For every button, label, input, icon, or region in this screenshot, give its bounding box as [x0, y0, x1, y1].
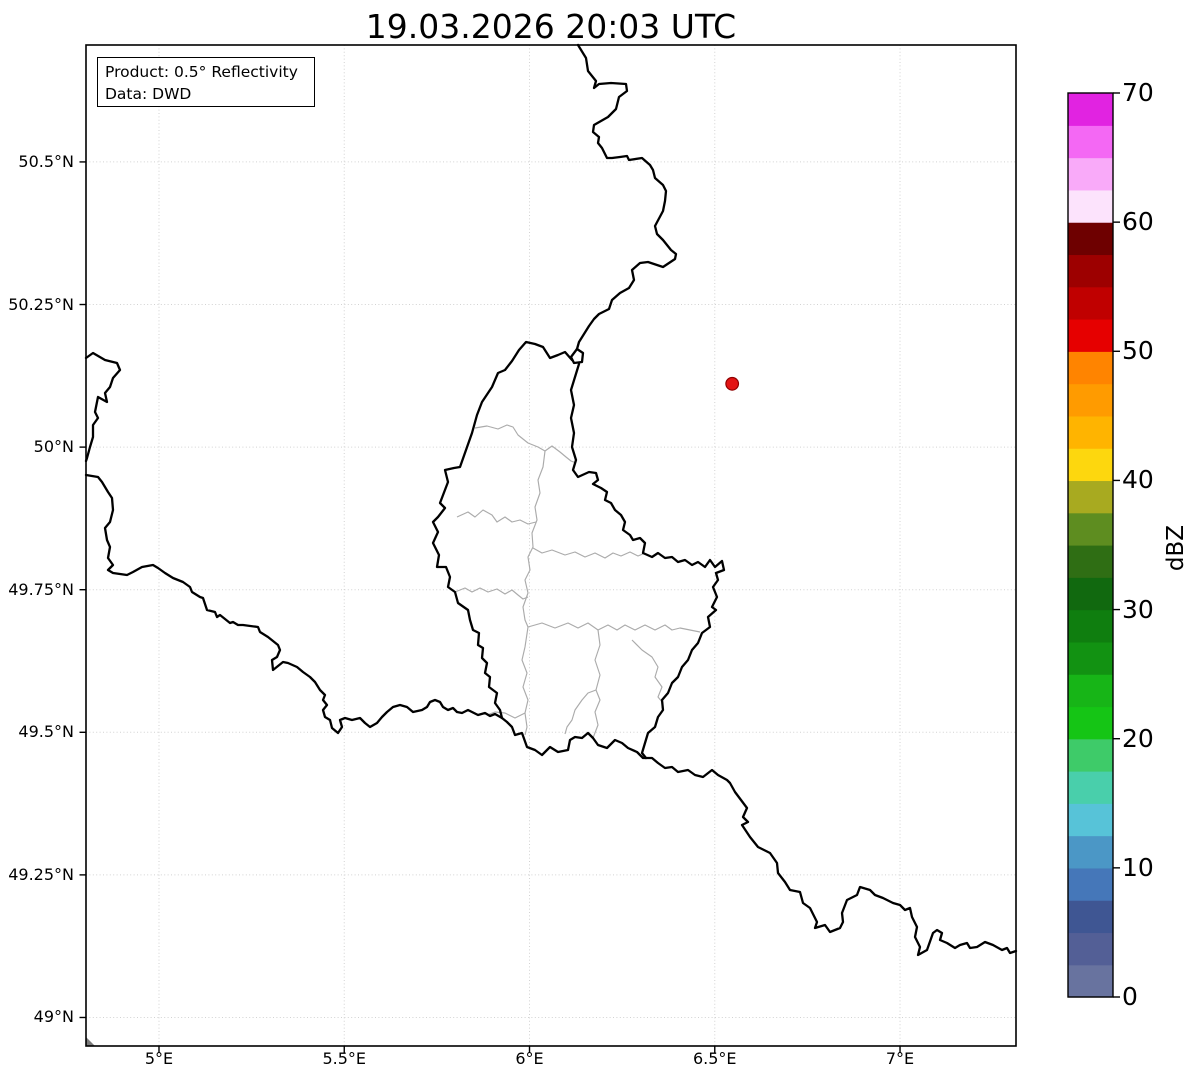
colorbar-segment — [1068, 932, 1113, 966]
border-luxembourg-belgium — [431, 340, 574, 720]
canton-line-8 — [592, 629, 601, 739]
canton-line-5 — [532, 547, 646, 559]
annotation-data-line: Data: DWD — [105, 85, 192, 103]
colorbar-tick-label: 50 — [1122, 336, 1154, 366]
colorbar-tick-label: 30 — [1122, 594, 1154, 624]
canton-line-7 — [527, 622, 701, 633]
colorbar-segment — [1068, 964, 1113, 998]
colorbar-segment — [1068, 383, 1113, 417]
y-tick-label: 49.25°N — [8, 864, 74, 884]
colorbar-segment — [1068, 448, 1113, 482]
colorbar-axis-label: dBZ — [1163, 525, 1189, 572]
colorbar-segment — [1068, 351, 1113, 385]
y-tick-label: 50.25°N — [8, 294, 74, 314]
border-france-belgium — [84, 473, 504, 735]
colorbar-tick-label: 0 — [1122, 982, 1138, 1011]
x-tick-label: 7°E — [885, 1049, 915, 1068]
canton-line-9 — [486, 711, 526, 719]
colorbar-segment — [1068, 609, 1113, 643]
colorbar-tick-label: 70 — [1122, 78, 1154, 107]
y-tick-label: 50.5°N — [18, 151, 74, 171]
colorbar-segment — [1068, 93, 1113, 126]
colorbar-segment — [1068, 222, 1113, 256]
colorbar-segment — [1068, 254, 1113, 288]
colorbar-segment — [1068, 125, 1113, 159]
x-tick-label: 5.5°E — [322, 1049, 367, 1068]
colorbar-segment — [1068, 706, 1113, 740]
x-tick-label: 6.5°E — [692, 1049, 737, 1068]
colorbar-segment — [1068, 771, 1113, 804]
border-givet-salient — [84, 351, 122, 463]
colorbar-segment — [1068, 803, 1113, 837]
colorbar-segment — [1068, 512, 1113, 546]
canton-line-11 — [564, 689, 597, 735]
colorbar-tick-label: 20 — [1122, 723, 1154, 753]
colorbar-segment — [1068, 577, 1113, 611]
x-tick-label: 5°E — [144, 1049, 174, 1068]
colorbar-segment — [1068, 319, 1113, 352]
colorbar-segment — [1068, 286, 1113, 320]
colorbar-segment — [1068, 738, 1113, 772]
x-tick-label: 6°E — [515, 1049, 544, 1068]
product-annotation-box: Product: 0.5° Reflectivity Data: DWD — [97, 57, 315, 107]
y-tick-label: 50°N — [33, 437, 74, 457]
y-tick-label: 49°N — [33, 1007, 74, 1027]
radar-detection-dot — [725, 376, 740, 391]
colorbar-segment — [1068, 189, 1113, 223]
border-luxembourg-france — [500, 716, 648, 760]
figure-title: 19.03.2026 20:03 UTC — [365, 7, 737, 46]
colorbar-segment — [1068, 157, 1113, 191]
colorbar-segment — [1068, 480, 1113, 514]
colorbar-segment — [1068, 674, 1113, 708]
colorbar-segment — [1068, 835, 1113, 869]
colorbar-segment — [1068, 900, 1113, 934]
canton-line-6 — [454, 587, 529, 600]
canton-line-4 — [456, 509, 537, 525]
colorbar-frame — [1067, 92, 1114, 998]
border-france-germany — [644, 756, 1018, 957]
border-ouren-tripoint-loop — [569, 347, 585, 365]
border-belgium-germany — [575, 43, 678, 351]
colorbar-segment — [1068, 415, 1113, 449]
colorbar-segment — [1068, 641, 1113, 675]
canton-line-1 — [474, 424, 546, 452]
colorbar-segment — [1068, 867, 1113, 901]
colorbar-tick-label: 40 — [1122, 465, 1154, 495]
canton-line-3 — [521, 450, 546, 736]
colorbar-tick-label: 60 — [1122, 207, 1154, 237]
canton-line-2 — [544, 445, 577, 464]
colorbar-tick-label: 10 — [1122, 852, 1154, 882]
y-tick-label: 49.75°N — [8, 579, 74, 599]
canton-line-10 — [631, 639, 664, 709]
plot-frame — [85, 44, 1017, 1047]
border-fragment-corner — [86, 1037, 95, 1046]
y-tick-label: 49.5°N — [18, 722, 74, 742]
annotation-product-line: Product: 0.5° Reflectivity — [105, 63, 298, 81]
border-luxembourg-germany — [569, 362, 726, 760]
colorbar-segment — [1068, 545, 1113, 578]
